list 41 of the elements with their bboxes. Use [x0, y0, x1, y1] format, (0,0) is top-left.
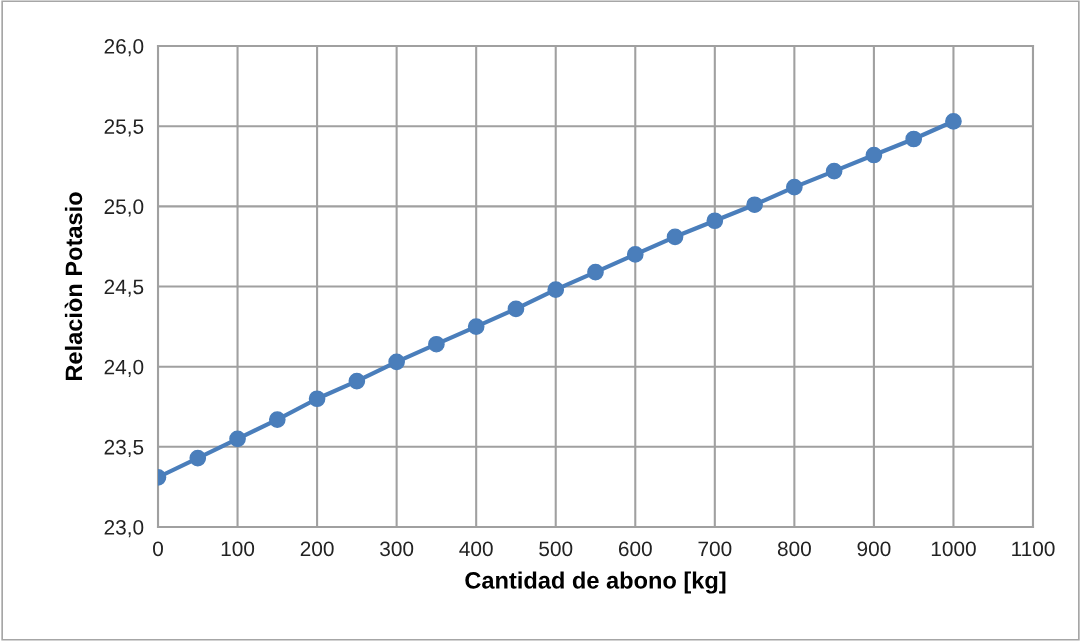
point	[348, 372, 366, 390]
x-tick-label: 100	[221, 541, 255, 557]
y-tick-label: 24,5	[104, 279, 144, 297]
y-tick-label: 23,0	[104, 520, 144, 538]
x-tick-label: 900	[857, 541, 891, 557]
point	[268, 411, 286, 428]
point	[825, 162, 843, 180]
y-tick-label: 26,0	[104, 39, 144, 57]
x-tick-label: 400	[459, 541, 493, 557]
x-tick-label: 0	[153, 541, 163, 557]
point	[706, 212, 724, 230]
point	[229, 430, 246, 448]
y-tick-label: 25,5	[104, 119, 144, 137]
point	[945, 113, 962, 130]
x-axis-title: Cantidad de abono [kg]	[465, 571, 726, 594]
point	[547, 281, 565, 299]
x-tick-label: 1100	[1012, 541, 1055, 557]
x-tick-label: 700	[698, 541, 732, 557]
y-axis-title: Relaciòn Potasio	[64, 192, 83, 381]
x-tick-label: 500	[539, 541, 573, 557]
point	[905, 130, 923, 148]
y-tick-label: 25,0	[104, 199, 144, 217]
x-tick-label: 1000	[931, 541, 976, 557]
y-tick-label: 23,5	[104, 439, 144, 458]
point	[388, 353, 405, 371]
point	[428, 335, 445, 353]
x-tick-label: 300	[380, 541, 414, 557]
x-tick-label: 200	[300, 541, 334, 557]
y-tick-label: 24,0	[104, 359, 144, 377]
point	[666, 228, 684, 246]
point	[507, 300, 525, 318]
point	[189, 449, 207, 467]
point	[746, 196, 763, 214]
point	[587, 263, 604, 281]
point	[626, 246, 644, 263]
point	[865, 146, 883, 164]
x-tick-label: 800	[777, 541, 811, 557]
point	[786, 178, 803, 196]
point	[467, 318, 485, 335]
x-tick-label: 600	[618, 541, 652, 557]
point	[308, 390, 326, 408]
